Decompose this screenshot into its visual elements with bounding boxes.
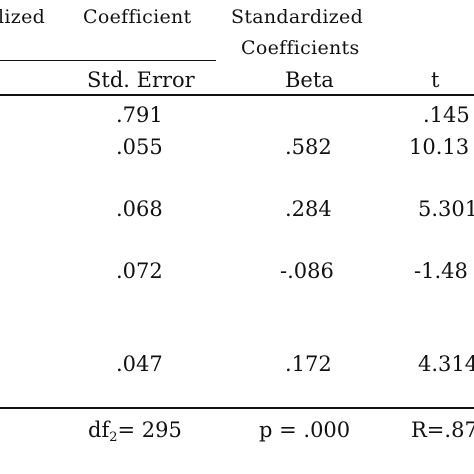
header-unstandardized-fragment: lized [0,6,46,28]
cell-t-row4: -1.48 [414,259,468,283]
cell-beta-row4: -.086 [280,259,334,283]
rule-group-underline [0,60,216,61]
rule-table-bottom [0,407,474,409]
footer-df-prefix: df [88,418,110,442]
rule-header-bottom [0,94,474,96]
cell-t-row1: .145 [423,103,470,127]
header-standardized: Standardized [231,6,364,28]
cell-std-error-row3: .068 [116,197,163,221]
cell-t-row5: 4.314 [418,352,474,376]
footer-p-value: p = .000 [259,418,351,442]
cell-std-error-row5: .047 [116,352,163,376]
header-coefficients: Coefficients [241,37,360,59]
footer-r-value: R=.87 [411,418,474,442]
footer-df-subscript: 2 [109,430,118,445]
footer-df: df2= 295 [88,418,182,445]
cell-std-error-row4: .072 [116,259,163,283]
subheader-t: t [431,68,440,92]
cell-std-error-row2: .055 [116,135,163,159]
header-coefficient: Coefficient [83,6,192,28]
cell-t-row2: 10.13 [409,135,470,159]
cell-beta-row3: .284 [285,197,332,221]
cell-beta-row2: .582 [285,135,332,159]
cell-beta-row5: .172 [285,352,332,376]
subheader-std-error: Std. Error [87,68,195,92]
cell-t-row3: 5.301 [418,197,474,221]
footer-df-value: = 295 [117,418,182,442]
subheader-beta: Beta [285,68,334,92]
cell-std-error-row1: .791 [116,103,163,127]
